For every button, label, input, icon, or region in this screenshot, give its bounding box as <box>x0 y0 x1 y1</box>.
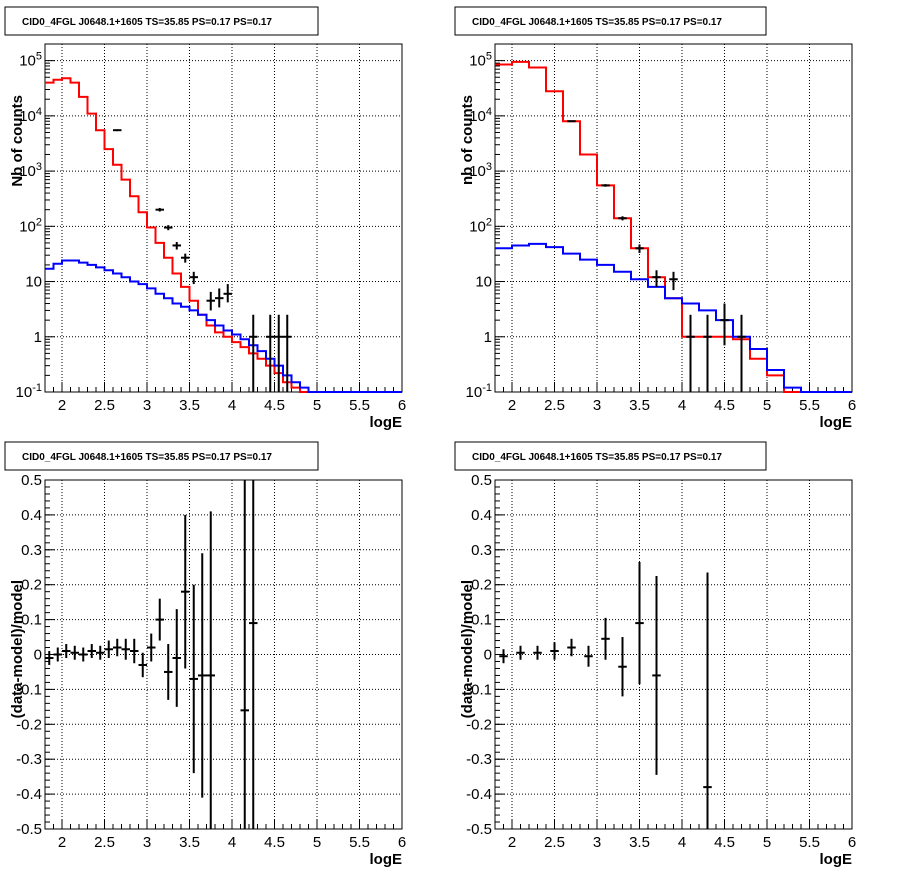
y-tick-label: 105 <box>469 51 492 70</box>
x-tick-label: 3.5 <box>179 834 200 851</box>
x-tick-label: 4.5 <box>714 397 735 414</box>
y-axis-title: nb of counts <box>459 95 476 185</box>
y-tick-label: 0.3 <box>471 542 492 559</box>
chart-title-box <box>4 6 319 36</box>
y-tick-label: 0.4 <box>471 507 492 524</box>
y-tick-label: -0.4 <box>466 786 492 803</box>
y-tick-label: -0.5 <box>16 821 42 838</box>
y-tick-label: 0 <box>34 647 42 664</box>
y-tick-label: 103 <box>19 161 42 180</box>
panel-3: CID0_4FGL J0648.1+1605 TS=35.85 PS=0.17 … <box>4 441 406 868</box>
y-tick-label: -0.2 <box>16 716 42 733</box>
x-axis-title: logE <box>370 414 403 431</box>
x-tick-label: 3.5 <box>179 397 200 414</box>
chart-title-box <box>454 6 767 36</box>
y-tick-label: 0.2 <box>21 577 42 594</box>
x-tick-label: 2.5 <box>544 397 565 414</box>
y-tick-label: 0.5 <box>21 472 42 489</box>
y-tick-label: -0.3 <box>466 751 492 768</box>
x-tick-label: 3 <box>143 834 151 851</box>
y-tick-label: 10 <box>25 274 42 291</box>
chart-title: CID0_4FGL J0648.1+1605 TS=35.85 PS=0.17 … <box>472 17 722 28</box>
x-tick-label: 6 <box>398 397 406 414</box>
y-tick-label: 10-1 <box>16 382 42 401</box>
x-tick-label: 2.5 <box>94 834 115 851</box>
x-tick-label: 2.5 <box>94 397 115 414</box>
y-tick-label: 0 <box>484 647 492 664</box>
x-tick-label: 4.5 <box>264 834 285 851</box>
panel-4: CID0_4FGL J0648.1+1605 TS=35.85 PS=0.17 … <box>454 441 856 868</box>
y-tick-label: -0.2 <box>466 716 492 733</box>
x-tick-label: 2.5 <box>544 834 565 851</box>
y-tick-label: 104 <box>19 106 42 125</box>
y-axis-title: (data-model)/model <box>459 580 476 718</box>
x-tick-label: 3.5 <box>629 834 650 851</box>
x-tick-label: 5 <box>313 834 321 851</box>
x-tick-label: 3 <box>593 834 601 851</box>
x-tick-label: 4 <box>678 834 686 851</box>
y-tick-label: 10 <box>475 274 492 291</box>
x-tick-label: 2 <box>508 397 516 414</box>
y-tick-label: 1 <box>34 329 42 346</box>
y-tick-label: 0.1 <box>21 612 42 629</box>
panel-2: CID0_4FGL J0648.1+1605 TS=35.85 PS=0.17 … <box>454 6 856 431</box>
x-tick-label: 6 <box>398 834 406 851</box>
y-tick-label: -0.3 <box>16 751 42 768</box>
chart-title: CID0_4FGL J0648.1+1605 TS=35.85 PS=0.17 … <box>22 17 272 28</box>
component-model-histogram <box>45 259 402 393</box>
y-tick-label: 102 <box>19 216 42 235</box>
x-tick-label: 3.5 <box>629 397 650 414</box>
x-tick-label: 3 <box>593 397 601 414</box>
panel-1: CID0_4FGL J0648.1+1605 TS=35.85 PS=0.17 … <box>4 6 406 431</box>
y-tick-label: -0.1 <box>16 681 42 698</box>
chart-title: CID0_4FGL J0648.1+1605 TS=35.85 PS=0.17 … <box>22 452 272 463</box>
x-tick-label: 4.5 <box>714 834 735 851</box>
component-model-histogram <box>495 242 852 393</box>
x-tick-label: 5 <box>313 397 321 414</box>
x-tick-label: 3 <box>143 397 151 414</box>
x-tick-label: 2 <box>58 397 66 414</box>
x-tick-label: 6 <box>848 834 856 851</box>
y-tick-label: 0.1 <box>471 612 492 629</box>
x-tick-label: 5.5 <box>799 834 820 851</box>
x-tick-label: 4 <box>678 397 686 414</box>
y-tick-label: 0.5 <box>471 472 492 489</box>
x-tick-label: 4.5 <box>264 397 285 414</box>
y-tick-label: 0.3 <box>21 542 42 559</box>
x-tick-label: 5.5 <box>349 397 370 414</box>
x-tick-label: 2 <box>508 834 516 851</box>
total-model-histogram <box>45 77 402 393</box>
plot-frame <box>44 43 403 393</box>
y-tick-label: 103 <box>469 161 492 180</box>
x-tick-label: 2 <box>58 834 66 851</box>
x-axis-title: logE <box>820 851 853 868</box>
y-tick-label: 10-1 <box>466 382 492 401</box>
y-axis-title: (data-model)/model <box>9 580 26 718</box>
y-tick-label: 104 <box>469 106 492 125</box>
y-tick-label: -0.4 <box>16 786 42 803</box>
x-tick-label: 5 <box>763 397 771 414</box>
y-axis-title: Nb of counts <box>9 95 26 187</box>
chart-title-box <box>454 441 767 471</box>
y-tick-label: 0.4 <box>21 507 42 524</box>
y-tick-label: 105 <box>19 51 42 70</box>
x-axis-title: logE <box>820 414 853 431</box>
x-tick-label: 5 <box>763 834 771 851</box>
x-tick-label: 5.5 <box>349 834 370 851</box>
x-axis-title: logE <box>370 851 403 868</box>
x-tick-label: 5.5 <box>799 397 820 414</box>
chart-title-box <box>4 441 319 471</box>
y-tick-label: 1 <box>484 329 492 346</box>
y-tick-label: 102 <box>469 216 492 235</box>
chart-title: CID0_4FGL J0648.1+1605 TS=35.85 PS=0.17 … <box>472 452 722 463</box>
plot-frame <box>494 43 853 393</box>
x-tick-label: 6 <box>848 397 856 414</box>
total-model-histogram <box>495 60 852 393</box>
x-tick-label: 4 <box>228 834 236 851</box>
y-tick-label: 0.2 <box>471 577 492 594</box>
x-tick-label: 4 <box>228 397 236 414</box>
y-tick-label: -0.1 <box>466 681 492 698</box>
y-tick-label: -0.5 <box>466 821 492 838</box>
